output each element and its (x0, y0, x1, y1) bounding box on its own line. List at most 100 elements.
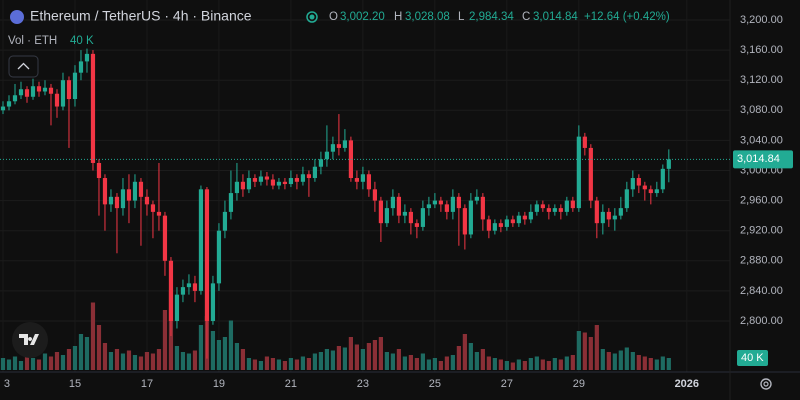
candle-body (582, 136, 587, 148)
candle-body (306, 174, 312, 179)
volume-bar (222, 337, 228, 370)
volume-bar (414, 358, 419, 370)
candle-body (606, 211, 611, 220)
volume-bar (234, 343, 240, 370)
candle-body (66, 80, 72, 100)
volume-bar (468, 343, 473, 370)
volume-bar (246, 358, 252, 370)
candle-body (288, 178, 294, 185)
candle-body (504, 219, 509, 227)
logo-mark (19, 334, 39, 345)
volume-bar (6, 359, 12, 370)
candle-body (552, 208, 557, 212)
volume-bar (258, 361, 264, 370)
candle-body (456, 196, 461, 209)
volume-bar (426, 359, 431, 370)
candle-body (42, 87, 48, 92)
volume-bar (366, 343, 371, 370)
candle-body (522, 215, 527, 220)
settings-icon[interactable] (760, 378, 772, 390)
x-tick-label: 27 (501, 378, 513, 390)
collapse-icon (17, 62, 30, 70)
volume-bar (498, 359, 503, 370)
candle-body (612, 215, 617, 220)
candle-body (240, 181, 246, 190)
candle-body (204, 189, 210, 321)
y-tick-label: 2,960.00 (740, 195, 783, 207)
volume-bar (660, 356, 665, 370)
volume-bar (144, 352, 150, 370)
candle-body (258, 176, 264, 182)
volume-bar (612, 353, 617, 370)
candle-body (624, 189, 629, 209)
volume-bar (642, 356, 647, 370)
volume-bar (120, 353, 126, 370)
candle-body (126, 189, 132, 201)
legend-value: 3,002.20 (340, 11, 385, 23)
chart-title: Ethereum / TetherUS · 4h · Binance (30, 8, 252, 24)
volume-bar (306, 358, 312, 370)
volume-bar (126, 350, 132, 370)
volume-bar (420, 353, 425, 370)
volume-bar (540, 359, 545, 370)
volume-bar (450, 355, 455, 370)
candle-body (366, 174, 371, 190)
volume-bar (576, 331, 581, 370)
candle-body (156, 211, 162, 216)
legend-key: H (394, 11, 402, 23)
candle-body (192, 283, 198, 291)
volume-bar (474, 352, 479, 370)
candle-body (174, 294, 180, 321)
candle-body (348, 140, 354, 179)
candle-body (378, 200, 383, 224)
x-tick-label: 21 (285, 378, 297, 390)
y-tick-label: 3,160.00 (740, 44, 783, 56)
volume-bar (438, 361, 443, 370)
volume-bar (300, 356, 306, 370)
volume-bar (180, 352, 186, 370)
candle-body (372, 189, 377, 201)
volume-bar (570, 355, 575, 370)
symbol-icon (10, 10, 24, 24)
candle-body (540, 204, 545, 209)
candles (0, 48, 671, 359)
candle-body (630, 178, 635, 190)
candle-body (108, 196, 114, 205)
volume-bar (264, 356, 270, 370)
volume-bar (564, 356, 569, 370)
volume-bar (270, 358, 276, 370)
candle-body (516, 215, 521, 224)
volume-bar (66, 349, 72, 370)
volume-bar (624, 347, 629, 370)
volume-bar (174, 346, 180, 370)
candle-body (396, 196, 401, 216)
volume-bar (54, 352, 60, 370)
candle-body (30, 86, 36, 97)
candle-body (222, 211, 228, 231)
candle-body (78, 61, 84, 73)
candle-body (636, 178, 641, 186)
volume-bar (456, 346, 461, 370)
volume-bar (90, 302, 96, 370)
candle-body (84, 53, 90, 62)
candle-body (90, 53, 96, 163)
volume-bar (372, 340, 377, 370)
volume-bar (102, 343, 108, 370)
x-tick-label: 17 (141, 378, 153, 390)
candle-body (432, 200, 437, 205)
gear-hub (763, 381, 769, 387)
y-tick-label: 3,080.00 (740, 104, 783, 116)
candle-body (336, 144, 342, 148)
volume-bar (312, 353, 318, 370)
volume-bar (492, 358, 497, 370)
candle-body (36, 86, 42, 92)
candle-body (480, 196, 485, 220)
candle-body (6, 101, 12, 107)
volume-bar (276, 359, 282, 370)
collapse-button[interactable] (8, 55, 39, 78)
candle-body (474, 196, 479, 201)
candle-body (60, 80, 66, 107)
gear-ring (760, 378, 772, 390)
